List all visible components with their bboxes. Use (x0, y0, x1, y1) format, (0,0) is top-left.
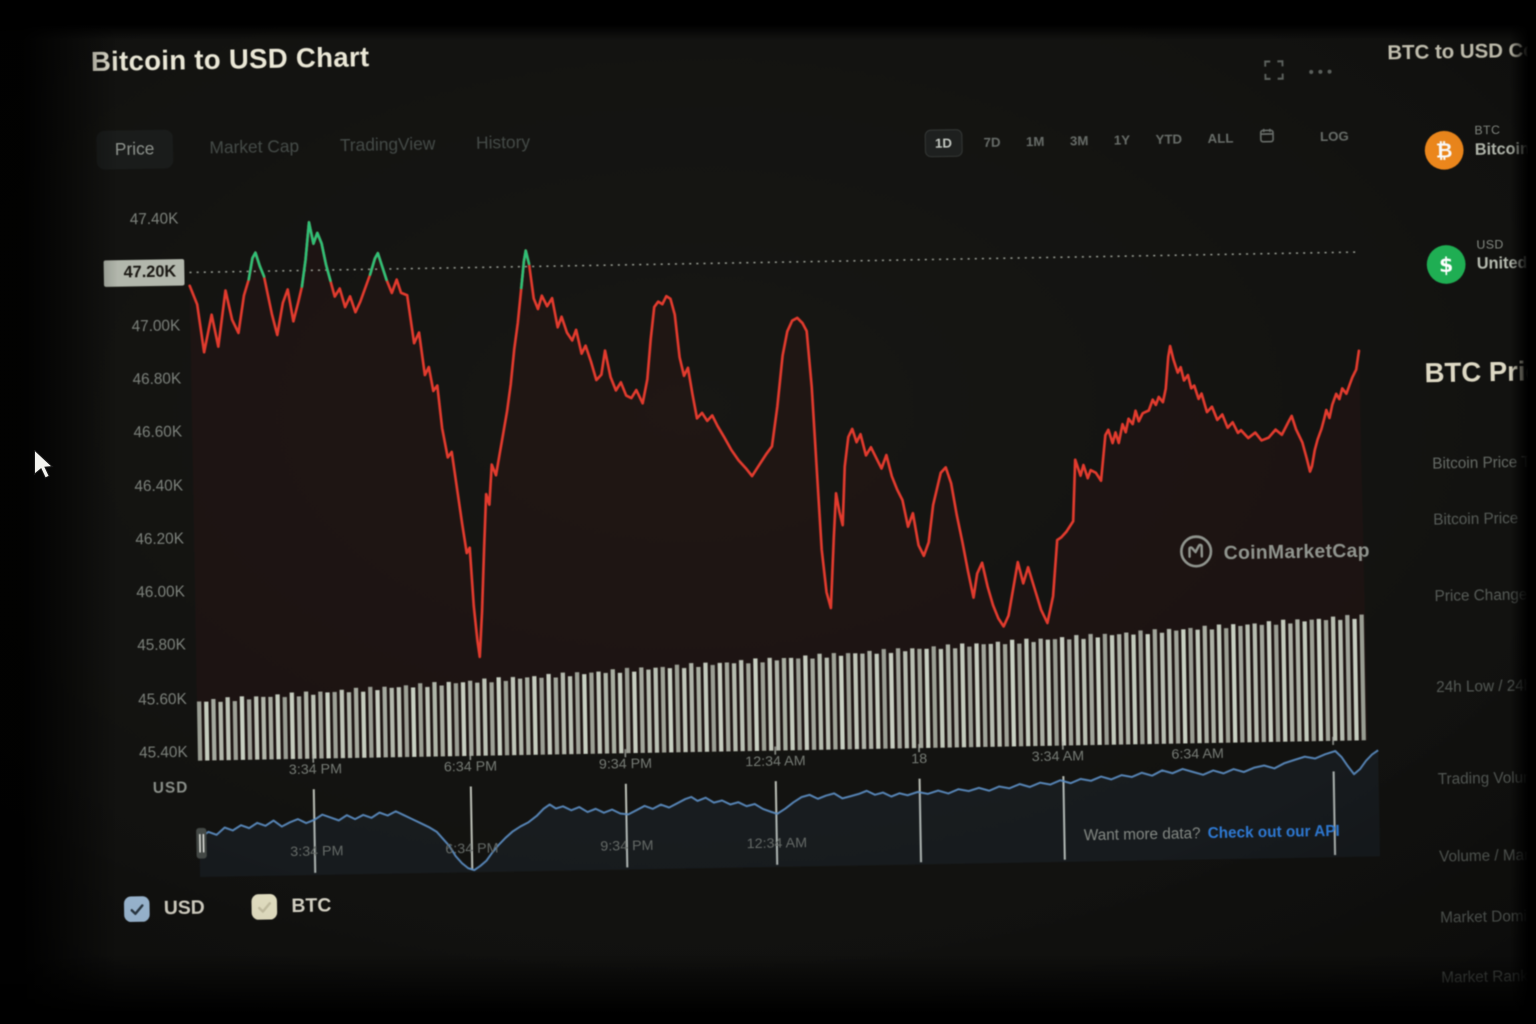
asset-name-bitcoin: Bitcoin (1474, 140, 1531, 159)
converter-asset-usd[interactable]: $ (1426, 244, 1466, 285)
stats-row: Market Rank (1441, 968, 1529, 987)
x-axis-label-main: 6:34 PM (443, 757, 498, 775)
y-axis-label: 46.80K (132, 370, 182, 389)
stats-row: Trading Volum (1437, 768, 1536, 788)
legend-item-usd: USD (123, 895, 205, 923)
x-axis-label-main: 12:34 AM (745, 752, 806, 770)
series-legend: USD BTC (123, 893, 332, 923)
api-prompt-text: Want more data? (1083, 824, 1201, 845)
stats-row: Market Domin (1440, 907, 1536, 927)
asset-symbol-usd: USD (1476, 236, 1504, 252)
y-axis-label: 47.00K (131, 316, 181, 335)
x-axis-label-nav: 6:34 PM (445, 839, 499, 857)
coinmarketcap-logo-icon (1178, 534, 1213, 574)
y-axis-label: 47.40K (129, 210, 179, 229)
x-axis-label-main: 9:34 PM (598, 754, 653, 773)
legend-btc-checkbox[interactable] (251, 893, 278, 920)
legend-item-btc: BTC (251, 893, 331, 920)
bitcoin-icon: ₿ (1424, 130, 1464, 170)
x-axis-label-main: 3:34 PM (288, 760, 343, 778)
x-axis-label-main: 18 (911, 749, 928, 767)
stats-title: BTC Price (1424, 355, 1536, 389)
api-link[interactable]: Check out our API (1207, 822, 1340, 842)
current-price-badge: 47.20K (103, 258, 185, 287)
converter-title: BTC to USD Con (1387, 39, 1536, 65)
y-axis-label: 45.80K (137, 636, 186, 656)
y-axis-label: 45.40K (139, 743, 188, 762)
stats-row: Volume / Mark (1439, 846, 1536, 866)
stats-row: Price Change (1434, 586, 1528, 606)
asset-name-usd: United Sta (1476, 254, 1536, 274)
asset-symbol-btc: BTC (1474, 122, 1501, 138)
y-axis-label: 46.60K (133, 423, 183, 442)
x-axis-label-nav: 12:34 AM (746, 833, 808, 852)
dollar-icon: $ (1426, 244, 1466, 285)
stats-row: 24h Low / 24h (1436, 677, 1533, 697)
y-axis-label: 46.40K (134, 476, 184, 496)
converter-asset-btc[interactable]: ₿ (1424, 130, 1464, 170)
x-axis-label-main: 6:34 AM (1171, 744, 1224, 763)
coinmarketcap-watermark: CoinMarketCap (1178, 531, 1370, 574)
x-axis-label-main: 3:34 AM (1031, 747, 1085, 765)
y-axis-label: 46.00K (136, 583, 186, 602)
x-axis-label-nav: 3:34 PM (290, 841, 344, 860)
legend-label: USD (163, 896, 205, 919)
y-axis-unit: USD (152, 779, 189, 798)
x-axis-label-nav: 9:34 PM (600, 836, 654, 854)
legend-usd-checkbox[interactable] (123, 896, 150, 923)
stats-row: Bitcoin Price Toda (1432, 453, 1536, 473)
stats-row: Bitcoin Price (1433, 510, 1519, 529)
legend-label: BTC (291, 894, 332, 917)
watermark-label: CoinMarketCap (1223, 539, 1371, 564)
y-axis-label: 45.60K (138, 690, 187, 709)
mouse-cursor (33, 450, 54, 479)
navigator-range-handle[interactable] (196, 827, 207, 859)
y-axis-label: 46.20K (135, 530, 185, 549)
